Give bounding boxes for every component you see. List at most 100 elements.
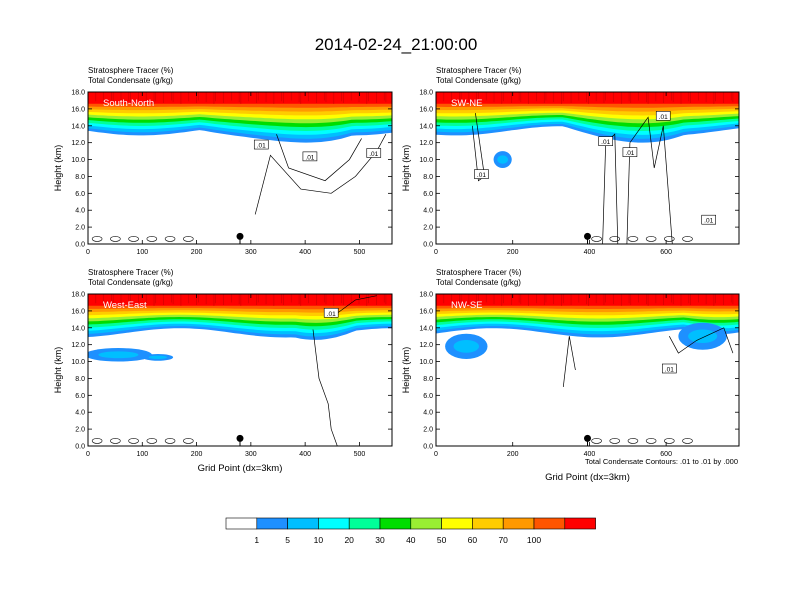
y-tick-label: 2.0 [423, 225, 433, 232]
condensate-contour [110, 438, 121, 444]
colorbar-label: 30 [375, 535, 385, 545]
x-axis-label: Grid Point (dx=3km) [545, 472, 630, 483]
y-tick-label: 8.0 [423, 174, 433, 181]
contour-label: .01 [302, 151, 318, 161]
x-tick-label: 200 [191, 451, 203, 458]
plot-area: .01 .01 .01 [88, 92, 392, 244]
x-tick-label: 0 [86, 451, 90, 458]
x-tick-label: 200 [507, 249, 519, 256]
panels: Stratosphere Tracer (%)Total Condensate … [53, 66, 740, 483]
colorbar-label: 60 [468, 535, 478, 545]
condensate-contour [609, 236, 621, 242]
y-tick-label: 4.0 [423, 208, 433, 215]
y-tick-label: 14.0 [419, 123, 433, 130]
y-tick-label: 0.0 [75, 444, 85, 451]
contour-footnote: Total Condensate Contours: .01 to .01 by… [585, 457, 738, 466]
x-tick-label: 100 [136, 451, 148, 458]
y-tick-label: 18.0 [71, 292, 85, 299]
colorbar-swatch [287, 517, 319, 530]
panel-subtitle: Stratosphere Tracer (%) [88, 268, 174, 277]
x-tick-label: 0 [86, 249, 90, 256]
x-tick-label: 600 [660, 249, 672, 256]
condensate-contour [128, 236, 139, 242]
y-tick-label: 14.0 [419, 325, 433, 332]
plot-frame [435, 293, 740, 447]
panel-label: South-North [103, 98, 154, 109]
contour-label: .01 [323, 307, 339, 318]
svg-text:.01: .01 [327, 311, 336, 318]
condensate-contour [609, 438, 621, 444]
x-tick-label: 400 [299, 451, 311, 458]
colorbar-swatch [379, 517, 412, 530]
y-tick-label: 10.0 [71, 157, 85, 164]
colorbar-swatch [472, 517, 504, 530]
condensate-contour [591, 236, 602, 242]
colorbar-swatch [348, 517, 381, 530]
colorbar-swatch [318, 517, 350, 530]
x-tick-label: 400 [584, 451, 596, 458]
contour-label: .01 [598, 136, 613, 146]
condensate-contour [164, 438, 176, 444]
condensate-contour [146, 236, 158, 242]
condensate-contour [682, 438, 693, 444]
contour-label: .01 [366, 148, 382, 158]
condensate-contour [276, 134, 362, 182]
panel-subtitle: Total Condensate (g/kg) [88, 278, 173, 287]
svg-text:.01: .01 [369, 151, 378, 158]
y-tick-label: 6.0 [75, 191, 85, 198]
svg-text:.01: .01 [305, 154, 314, 161]
y-tick-label: 0.0 [423, 242, 433, 249]
svg-text:.01: .01 [704, 218, 713, 225]
colorbar-label: 50 [437, 535, 447, 545]
colorbar-swatch [564, 517, 596, 530]
condensate-contour [110, 236, 121, 242]
tracer-band [88, 294, 392, 306]
condensate-contour [664, 438, 675, 444]
condensate-contour [183, 438, 194, 444]
contour-label: .01 [253, 139, 269, 150]
x-tick-label: 500 [354, 451, 366, 458]
panel-nw-se: Stratosphere Tracer (%)Total Condensate … [401, 268, 740, 483]
colorbar-swatch [533, 517, 566, 530]
plot-frame [435, 91, 740, 245]
x-tick-label: 200 [507, 451, 519, 458]
colorbar-label: 5 [285, 535, 290, 545]
x-tick-label: 400 [584, 249, 596, 256]
colorbar-swatch [225, 517, 258, 530]
contour-label: .01 [474, 169, 489, 179]
colorbar-swatch [441, 517, 473, 530]
x-tick-label: 500 [354, 249, 366, 256]
x-tick-label: 200 [191, 249, 203, 256]
x-axis-label: Grid Point (dx=3km) [198, 463, 283, 474]
y-tick-label: 6.0 [75, 393, 85, 400]
condensate-contour [645, 236, 657, 242]
svg-text:.01: .01 [659, 114, 668, 121]
panel-subtitle: Stratosphere Tracer (%) [436, 268, 522, 277]
condensate-contour [128, 438, 139, 444]
panel-subtitle: Total Condensate (g/kg) [436, 76, 521, 85]
svg-text:.01: .01 [601, 139, 610, 146]
plot-area: .01 .01 .01 .01 .01 [436, 92, 739, 244]
plot-frame [87, 293, 393, 447]
contour-label: .01 [662, 363, 677, 374]
x-tick-label: 300 [245, 249, 257, 256]
condensate-contour [164, 236, 176, 242]
condensate-contour [626, 116, 673, 244]
tracer-blob [98, 351, 139, 359]
contour-label: .01 [655, 111, 671, 121]
panel-subtitle: Total Condensate (g/kg) [436, 278, 521, 287]
svg-text:.01: .01 [477, 172, 486, 179]
y-tick-label: 8.0 [75, 174, 85, 181]
y-tick-label: 12.0 [71, 140, 85, 147]
colorbar-swatch [410, 517, 442, 530]
condensate-contour [183, 236, 194, 242]
y-tick-label: 18.0 [419, 292, 433, 299]
y-tick-label: 0.0 [75, 242, 85, 249]
y-tick-label: 16.0 [419, 308, 433, 315]
y-tick-label: 12.0 [71, 342, 85, 349]
y-tick-label: 4.0 [423, 410, 433, 417]
y-axis-label: Height (km) [401, 145, 411, 192]
y-tick-label: 16.0 [71, 106, 85, 113]
y-axis-label: Height (km) [401, 347, 411, 394]
figure-title: 2014-02-24_21:00:00 [315, 35, 478, 54]
